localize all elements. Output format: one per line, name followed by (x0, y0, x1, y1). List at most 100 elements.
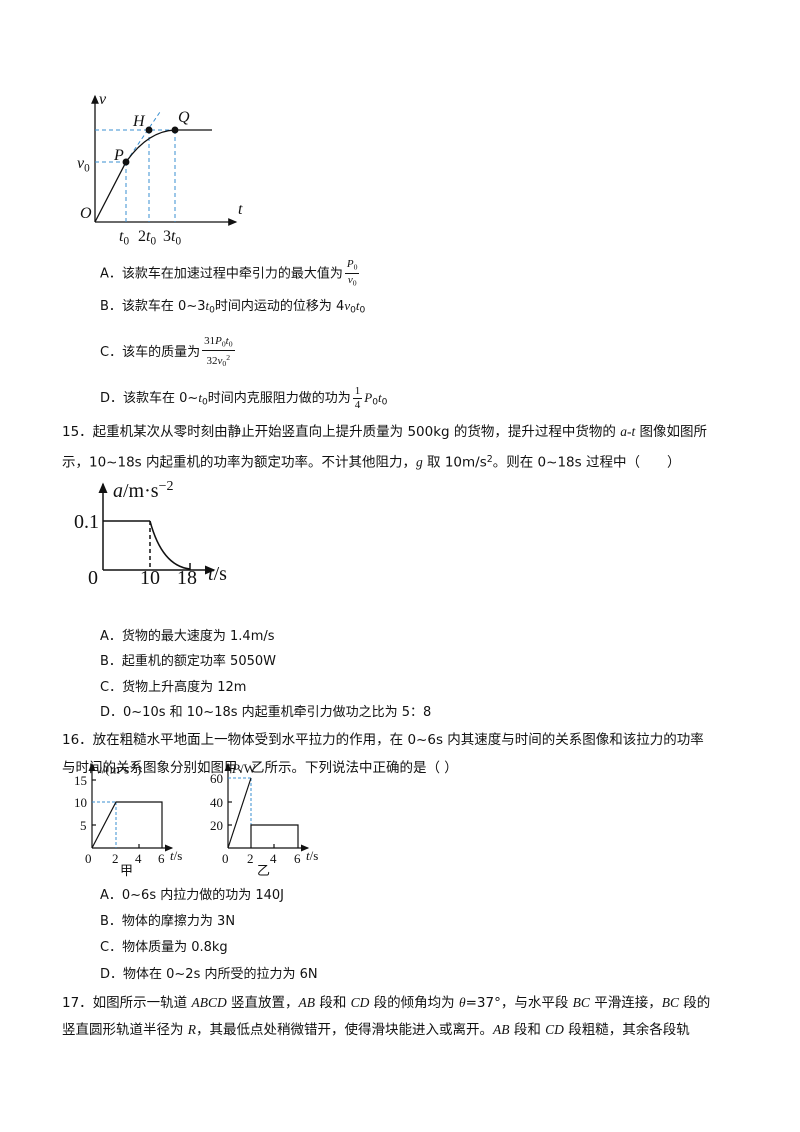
text-run: 0 (353, 262, 358, 272)
text-run: /m·s (123, 480, 159, 502)
text-run: t (355, 298, 360, 313)
option: C．物体质量为 0.8kg (100, 940, 228, 955)
text-run: /s (173, 848, 183, 863)
text-run: ABCD (191, 995, 227, 1010)
figure-15 (98, 482, 216, 575)
text-run: /s (309, 848, 319, 863)
text-run: 2 (226, 353, 231, 363)
text-run: P (346, 258, 354, 270)
option: A．0~6s 内拉力做的功为 140J (100, 888, 285, 903)
text-run: 15．起重机某次从零时刻由静止开始竖直向上提升质量为 500kg 的货物，提升过… (62, 424, 621, 440)
text-run: 4 (354, 399, 361, 411)
text-run: 时间内运动的位移为 4 (214, 299, 345, 314)
text-run: t (146, 228, 151, 245)
option: C．货物上升高度为 12m (100, 680, 247, 695)
text-run: P (232, 761, 240, 776)
text-run: 0 (228, 339, 233, 349)
tick-label: 6 (294, 851, 301, 866)
numerator: 31P0t0 (202, 335, 235, 352)
question-stem: 示，10~18s 内起重机的功率为额定功率。不计其他阻力，g 取 10m/s2。… (62, 450, 680, 473)
point-label: H (133, 113, 145, 130)
tick-label: 0 (88, 567, 98, 589)
text-run: θ (458, 995, 466, 1010)
denominator: 32v02 (207, 351, 231, 370)
text-run: C．该车的质量为 (100, 345, 201, 361)
text-run: 0 (175, 235, 182, 248)
tick-label: 4 (270, 851, 277, 866)
text-run: 。则在 0~18s 过程中（ ） (492, 454, 681, 471)
text-run: g (416, 454, 423, 470)
axis-label: v/(m·s-1) (96, 761, 142, 777)
text-run: =37°，与水平段 (465, 995, 573, 1011)
text-run: v (77, 155, 85, 172)
text-run: P (215, 335, 222, 347)
text-run: 0 (123, 235, 130, 248)
text-run: 3 (163, 228, 171, 245)
text-run: BC (661, 995, 679, 1010)
text-run: 0 (372, 397, 378, 408)
text-run: 段粗糙，其余各段轨 (563, 1022, 690, 1038)
text-run: v (344, 298, 351, 313)
text-run: t (238, 201, 243, 218)
text-run: v (347, 274, 353, 287)
tick-label: t0 (119, 229, 129, 248)
option: C．该车的质量为 31P0t0 32v02 (100, 335, 237, 370)
option: B．起重机的额定功率 5050W (100, 654, 276, 669)
axis-label: v (99, 92, 106, 108)
axis-label: v0 (77, 156, 90, 175)
tick-label: 15 (74, 773, 87, 788)
text-run: t (205, 298, 210, 313)
text-run: /(m·s (101, 761, 130, 777)
tick-label: 0 (85, 851, 92, 866)
text-run: 1 (354, 385, 361, 397)
text-run: 0 (381, 397, 388, 408)
text-run: 2 (138, 228, 146, 245)
text-run: 0 (150, 235, 157, 248)
option: B．物体的摩擦力为 3N (100, 914, 236, 929)
text-run: t (119, 228, 124, 245)
text-run: 段的 (678, 995, 711, 1011)
question-stem: 15．起重机某次从零时刻由静止开始竖直向上提升质量为 500kg 的货物，提升过… (62, 422, 707, 442)
text-run: 与时间的关系图象分别如图甲、乙所示。下列说法中正确的是（ ） (62, 760, 458, 776)
tick-label: 20 (210, 818, 223, 833)
text-run: 0 (221, 339, 226, 349)
text-run: ) (136, 761, 142, 777)
text-run: t (171, 228, 176, 245)
tick-label: 0 (222, 851, 229, 866)
text-run: B．该款车在 0~3 (100, 299, 206, 314)
option: D．物体在 0~2s 内所受的拉力为 6N (100, 967, 318, 982)
text-run: 31 (204, 335, 216, 347)
text-run: AB (493, 1022, 510, 1037)
text-run: t (378, 390, 382, 405)
text-run: 竖直放置， (226, 995, 299, 1011)
text-run: 17．如图所示一轨道 (62, 995, 192, 1011)
denominator: 4 (355, 399, 361, 412)
option: A．货物的最大速度为 1.4m/s (100, 629, 275, 644)
text-run: t (170, 848, 174, 863)
text-run: R (187, 1022, 197, 1037)
text-run: 0 (352, 278, 357, 288)
text-run: 示，10~18s 内起重机的功率为额定功率。不计其他阻力， (62, 454, 416, 471)
figure-16a (88, 762, 174, 852)
text-run: 0 (209, 305, 215, 316)
text-run: v (99, 91, 107, 108)
text-run: /s (213, 563, 227, 585)
axis-label: t (238, 202, 242, 218)
figure-16b (224, 762, 310, 852)
text-run: CD (545, 1022, 564, 1037)
text-run: v (96, 761, 102, 777)
tick-label: 2t0 (138, 229, 156, 248)
text-run: BC (572, 995, 590, 1010)
text-run: 取 10m/s (422, 454, 487, 471)
figure-14 (91, 94, 238, 226)
axis-label: P/W (232, 762, 256, 775)
text-run: 平滑连接， (589, 995, 662, 1011)
option: D．0~10s 和 10~18s 内起重机牵引力做功之比为 5：8 (100, 705, 432, 720)
tick-label: 4 (135, 851, 142, 866)
tick-label: 3t0 (163, 229, 181, 248)
origin-label: O (80, 205, 92, 222)
text-run: 0 (222, 359, 227, 369)
